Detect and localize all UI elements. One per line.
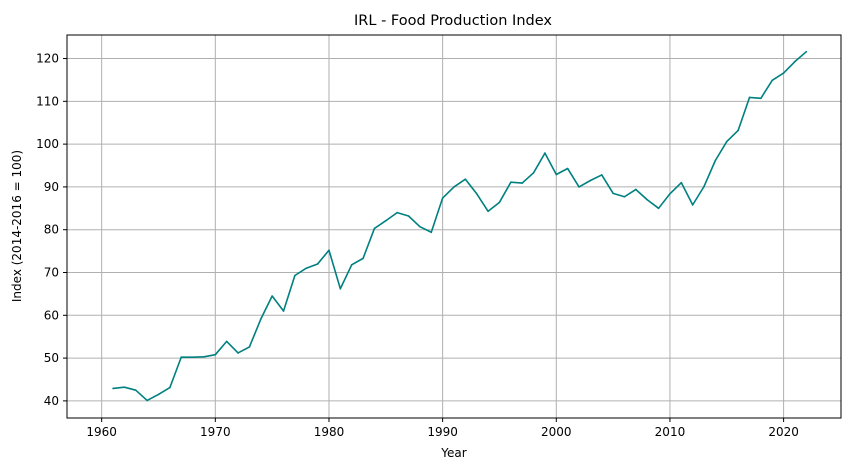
- y-tick-label: 80: [44, 223, 59, 237]
- y-tick-label: 50: [44, 351, 59, 365]
- data-point: [578, 186, 580, 188]
- data-point: [532, 171, 535, 174]
- data-point: [441, 197, 444, 199]
- y-tick-label: 40: [44, 394, 59, 408]
- data-point: [169, 386, 171, 389]
- chart-title: IRL - Food Production Index: [354, 13, 552, 29]
- data-point: [350, 264, 353, 266]
- data-point: [180, 356, 183, 359]
- y-tick-label: 70: [44, 266, 59, 280]
- data-point: [794, 60, 796, 63]
- data-point: [157, 393, 160, 396]
- data-point: [566, 167, 569, 170]
- data-point: [430, 231, 433, 234]
- data-point: [225, 340, 228, 343]
- data-point: [805, 50, 808, 53]
- data-point: [123, 386, 126, 388]
- data-point: [328, 249, 330, 252]
- x-tick-label: 1990: [427, 425, 458, 439]
- data-point: [691, 204, 694, 206]
- data-point: [134, 389, 137, 391]
- y-tick-label: 100: [36, 137, 59, 151]
- data-point: [748, 96, 751, 99]
- y-tick-label: 110: [36, 94, 59, 108]
- x-tick-label: 2020: [768, 425, 799, 439]
- data-point: [703, 185, 705, 188]
- data-point: [203, 356, 205, 358]
- data-point: [339, 287, 342, 290]
- data-point: [680, 181, 683, 184]
- data-point: [498, 201, 501, 204]
- data-point: [385, 219, 387, 222]
- x-tick-label: 1960: [86, 425, 117, 439]
- data-point: [760, 97, 762, 100]
- y-axis-title: Index (2014-2016 = 100): [10, 150, 24, 302]
- data-point: [521, 182, 523, 184]
- data-point: [305, 267, 308, 270]
- data-point: [259, 318, 262, 320]
- data-point: [544, 152, 546, 154]
- data-point: [282, 310, 285, 312]
- data-point: [657, 207, 660, 210]
- data-point: [510, 181, 512, 184]
- data-point: [714, 159, 717, 162]
- data-point: [623, 195, 626, 198]
- data-point: [589, 179, 592, 182]
- x-axis-title: Year: [440, 446, 466, 460]
- series-line: [112, 51, 807, 402]
- data-point: [725, 140, 728, 143]
- data-point: [737, 129, 739, 132]
- data-point: [407, 215, 410, 217]
- ticks: 1960 1970 1980 1990 2000 2010 2020 40 50 60 70 80 90…: [36, 52, 799, 439]
- data-point: [782, 72, 785, 74]
- data-point: [464, 178, 467, 181]
- data-point: [248, 346, 251, 348]
- data-point: [453, 186, 455, 188]
- data-point: [475, 192, 478, 195]
- data-point: [362, 257, 364, 260]
- x-tick-label: 1970: [200, 425, 231, 439]
- data-point: [771, 79, 774, 82]
- data-point: [294, 274, 296, 277]
- data-point: [214, 353, 217, 356]
- x-tick-label: 2010: [655, 425, 686, 439]
- data-point: [635, 188, 637, 191]
- data-point: [112, 387, 114, 390]
- data-point: [146, 399, 148, 402]
- y-tick-label: 60: [44, 308, 59, 322]
- series-layer: [112, 50, 808, 402]
- x-tick-label: 1980: [314, 425, 345, 439]
- data-point: [271, 295, 273, 297]
- data-point: [646, 198, 649, 201]
- plot-frame: [66, 34, 842, 419]
- y-tick-label: 120: [36, 52, 59, 66]
- data-point: [612, 192, 614, 195]
- y-tick-label: 90: [44, 180, 59, 194]
- data-point: [373, 227, 376, 230]
- data-point: [555, 173, 558, 176]
- data-point: [487, 210, 489, 213]
- data-point: [316, 263, 319, 265]
- x-tick-label: 2000: [541, 425, 572, 439]
- data-point: [600, 174, 603, 176]
- data-point: [237, 352, 239, 354]
- data-point: [191, 356, 194, 359]
- data-point: [419, 225, 421, 228]
- data-point: [669, 192, 671, 195]
- data-point: [396, 211, 398, 214]
